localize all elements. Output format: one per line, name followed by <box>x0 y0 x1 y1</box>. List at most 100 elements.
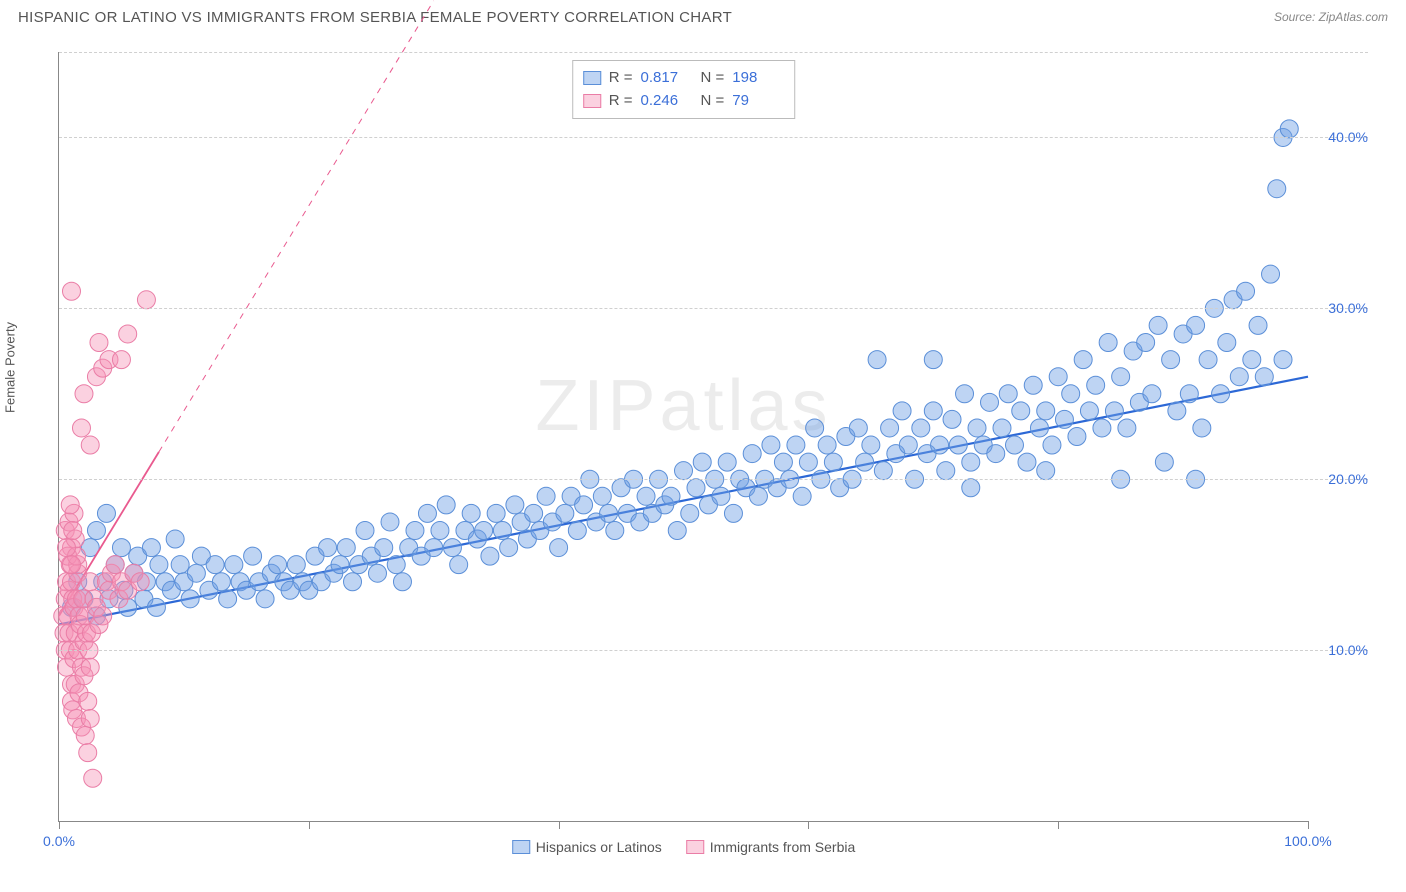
point-hispanic <box>443 539 461 557</box>
point-hispanic <box>437 496 455 514</box>
point-serbia <box>81 436 99 454</box>
point-hispanic <box>206 556 224 574</box>
point-hispanic <box>344 573 362 591</box>
source-prefix: Source: <box>1274 10 1319 24</box>
point-serbia <box>76 727 94 745</box>
point-hispanic <box>1249 316 1267 334</box>
point-hispanic <box>1187 316 1205 334</box>
x-tick <box>1058 821 1059 829</box>
point-hispanic <box>1055 410 1073 428</box>
point-hispanic <box>1037 402 1055 420</box>
point-hispanic <box>1143 385 1161 403</box>
x-tick <box>808 821 809 829</box>
point-hispanic <box>1012 402 1030 420</box>
point-hispanic <box>212 573 230 591</box>
point-hispanic <box>593 487 611 505</box>
point-hispanic <box>943 410 961 428</box>
point-hispanic <box>818 436 836 454</box>
point-hispanic <box>1212 385 1230 403</box>
trend-line-serbia-dash <box>159 1 434 452</box>
point-serbia <box>84 769 102 787</box>
point-hispanic <box>1230 368 1248 386</box>
point-hispanic <box>475 521 493 539</box>
point-hispanic <box>406 521 424 539</box>
point-hispanic <box>912 419 930 437</box>
point-hispanic <box>97 504 115 522</box>
point-hispanic <box>849 419 867 437</box>
x-tick-label: 100.0% <box>1284 833 1331 849</box>
point-hispanic <box>187 564 205 582</box>
y-tick-label: 20.0% <box>1328 471 1368 487</box>
point-hispanic <box>1068 428 1086 446</box>
point-hispanic <box>956 385 974 403</box>
point-hispanic <box>568 521 586 539</box>
point-hispanic <box>993 419 1011 437</box>
point-hispanic <box>525 504 543 522</box>
x-tick <box>309 821 310 829</box>
x-tick <box>559 821 560 829</box>
point-serbia <box>75 385 93 403</box>
point-hispanic <box>1255 368 1273 386</box>
point-hispanic <box>712 487 730 505</box>
point-hispanic <box>550 539 568 557</box>
point-hispanic <box>862 436 880 454</box>
point-hispanic <box>1118 419 1136 437</box>
y-tick-label: 10.0% <box>1328 642 1368 658</box>
y-axis-label: Female Poverty <box>3 322 18 413</box>
point-hispanic <box>150 556 168 574</box>
point-hispanic <box>375 539 393 557</box>
point-hispanic <box>1037 462 1055 480</box>
point-serbia <box>79 744 97 762</box>
scatter-svg <box>59 52 1308 821</box>
point-hispanic <box>425 539 443 557</box>
point-hispanic <box>381 513 399 531</box>
point-hispanic <box>999 385 1017 403</box>
point-hispanic <box>1274 351 1292 369</box>
point-hispanic <box>331 556 349 574</box>
point-hispanic <box>1099 334 1117 352</box>
point-hispanic <box>981 393 999 411</box>
point-hispanic <box>287 556 305 574</box>
point-hispanic <box>1005 436 1023 454</box>
point-hispanic <box>219 590 237 608</box>
point-hispanic <box>937 462 955 480</box>
point-hispanic <box>256 590 274 608</box>
point-hispanic <box>112 539 130 557</box>
point-hispanic <box>749 487 767 505</box>
point-hispanic <box>368 564 386 582</box>
point-hispanic <box>962 479 980 497</box>
point-hispanic <box>774 453 792 471</box>
point-hispanic <box>244 547 262 565</box>
legend-swatch-hispanic <box>512 840 530 854</box>
point-hispanic <box>1112 368 1130 386</box>
point-hispanic <box>987 445 1005 463</box>
point-hispanic <box>356 521 374 539</box>
point-hispanic <box>1137 334 1155 352</box>
y-tick-label: 40.0% <box>1328 129 1368 145</box>
point-hispanic <box>799 453 817 471</box>
chart-title: HISPANIC OR LATINO VS IMMIGRANTS FROM SE… <box>18 9 732 26</box>
plot-area: ZIPatlas R =0.817N =198R =0.246N =79 His… <box>58 52 1308 822</box>
point-hispanic <box>968 419 986 437</box>
legend-item-hispanic: Hispanics or Latinos <box>512 839 662 855</box>
point-hispanic <box>147 598 165 616</box>
point-hispanic <box>1062 385 1080 403</box>
point-hispanic <box>450 556 468 574</box>
point-hispanic <box>393 573 411 591</box>
point-hispanic <box>225 556 243 574</box>
point-hispanic <box>1168 402 1186 420</box>
y-tick-label: 30.0% <box>1328 300 1368 316</box>
point-hispanic <box>687 479 705 497</box>
point-hispanic <box>1262 265 1280 283</box>
point-hispanic <box>500 539 518 557</box>
point-hispanic <box>793 487 811 505</box>
legend-label-hispanic: Hispanics or Latinos <box>536 839 662 855</box>
point-serbia <box>62 282 80 300</box>
point-hispanic <box>481 547 499 565</box>
point-hispanic <box>600 504 618 522</box>
point-hispanic <box>1024 376 1042 394</box>
chart-source: Source: ZipAtlas.com <box>1274 8 1388 26</box>
point-serbia <box>79 692 97 710</box>
point-hispanic <box>675 462 693 480</box>
point-hispanic <box>493 521 511 539</box>
